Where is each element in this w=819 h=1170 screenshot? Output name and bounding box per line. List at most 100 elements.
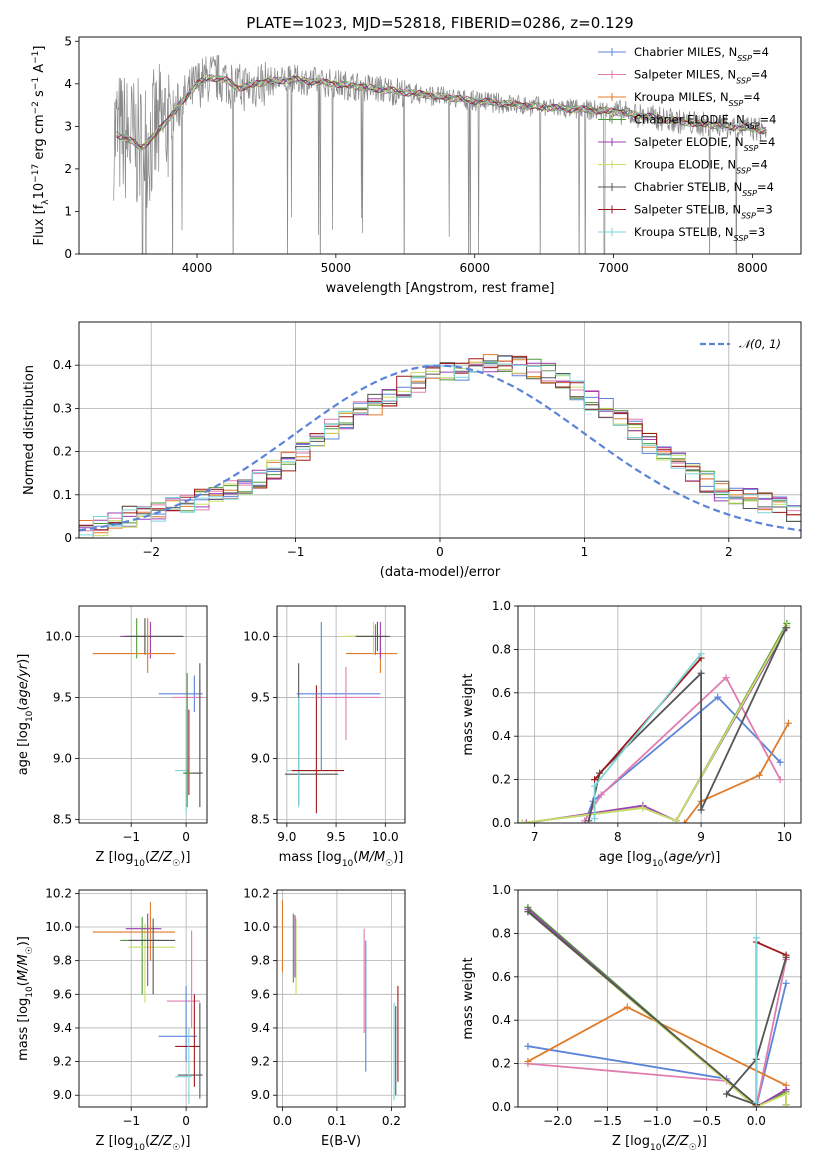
mass-vs-ebv-xtick-label: 0.0 bbox=[273, 1114, 292, 1128]
weight-marker bbox=[591, 776, 599, 784]
mass-vs-Z-point bbox=[158, 985, 198, 1062]
spectrum-xtick-label: 4000 bbox=[182, 261, 213, 275]
spectrum-frame bbox=[78, 36, 802, 255]
weight-marker bbox=[723, 1090, 731, 1098]
age-vs-Z-ytick-label: 8.5 bbox=[53, 812, 72, 826]
age-vs-Z-xtick-label: −1 bbox=[122, 830, 140, 844]
mass-vs-Z-plot-area bbox=[79, 890, 207, 1107]
age-vs-mass-ytick-label: 9.5 bbox=[251, 690, 270, 704]
weight-vs-Z-axes: −2.0 −1.5 −1.0 −0.5 0.0 0.0 0.2 0.4 0.6 0.8 1.0 bbox=[492, 883, 801, 1128]
spectrum-ytick-label: 5 bbox=[64, 34, 72, 48]
mass-vs-Z-axes: −1 0 9.0 9.2 9.4 9.6 9.8 10.0 10.2 bbox=[45, 886, 207, 1128]
mass-vs-ebv-ytick-label: 9.6 bbox=[251, 987, 270, 1001]
residuals-frame bbox=[78, 321, 802, 539]
age-vs-mass-xtick-label: 10.0 bbox=[372, 830, 399, 844]
weight-vs-Z-xtick-label: −1.0 bbox=[642, 1114, 671, 1128]
chart-title: PLATE=1023, MJD=52818, FIBERID=0286, z=0… bbox=[246, 14, 633, 32]
age-vs-mass-ytick-label: 9.0 bbox=[251, 751, 270, 765]
weight-marker bbox=[518, 819, 526, 823]
spectrum-ytick-label: 1 bbox=[64, 204, 72, 218]
residuals-ylabel: Normed distribution bbox=[22, 365, 37, 495]
mass-vs-ebv-plot-area bbox=[277, 890, 405, 1107]
weight-marker bbox=[752, 934, 760, 942]
legend-entry: Salpeter ELODIE, NSSP=4 bbox=[634, 135, 775, 153]
weight-vs-Z-ytick-label: 0.4 bbox=[492, 1013, 511, 1027]
weight-marker bbox=[680, 819, 688, 823]
weight-marker bbox=[672, 817, 680, 823]
residuals-axes: −2 −1 0 1 2 0 0.1 0.2 0.3 0.4 bbox=[53, 322, 801, 559]
age-vs-Z-point bbox=[158, 675, 203, 713]
spectrum-model-salpeter-stelib bbox=[116, 75, 767, 149]
weight-marker bbox=[782, 951, 790, 959]
weight-line-kroupa-miles bbox=[683, 722, 790, 823]
weight-marker bbox=[714, 693, 722, 701]
mass-vs-ebv-ytick-label: 9.8 bbox=[251, 954, 270, 968]
weight-vs-age-ytick-label: 0.6 bbox=[492, 686, 511, 700]
mass-vs-ebv-ytick-label: 9.4 bbox=[251, 1021, 270, 1035]
age-vs-mass-point bbox=[296, 621, 381, 771]
mass-vs-ebv-ytick-label: 10.2 bbox=[243, 886, 270, 900]
weight-marker bbox=[697, 669, 705, 677]
age-vs-Z-xlabel: Z [log10(Z/Z☉)] bbox=[96, 850, 191, 869]
weight-vs-age-ylabel: mass weight bbox=[461, 673, 476, 755]
legend-entry: Kroupa ELODIE, NSSP=4 bbox=[634, 158, 768, 176]
mass-vs-Z-point bbox=[92, 901, 176, 961]
weight-vs-Z-xtick-label: −2.0 bbox=[543, 1114, 572, 1128]
residuals-xtick-label: −1 bbox=[287, 545, 305, 559]
spectrum-model-kroupa-stelib bbox=[116, 75, 767, 152]
residuals-xlabel: (data-model)/error bbox=[380, 565, 501, 580]
weight-marker bbox=[639, 804, 647, 812]
mass-vs-Z-ytick-label: 9.6 bbox=[53, 987, 72, 1001]
normal-distribution-curve bbox=[79, 364, 801, 532]
weight-vs-Z-ytick-label: 0.2 bbox=[492, 1057, 511, 1071]
mass-vs-Z-point bbox=[177, 1002, 203, 1099]
weight-marker bbox=[755, 771, 763, 779]
age-vs-mass-xlabel: mass [log10(M/M☉)] bbox=[279, 850, 404, 869]
weight-marker bbox=[782, 979, 790, 987]
weight-marker bbox=[597, 791, 605, 799]
weight-vs-Z-ylabel: mass weight bbox=[461, 957, 476, 1039]
weight-vs-age-series bbox=[518, 619, 793, 823]
residuals-ytick-label: 0 bbox=[64, 531, 72, 545]
weight-marker bbox=[782, 1090, 790, 1098]
weight-vs-age-ytick-label: 0.4 bbox=[492, 729, 511, 743]
weight-vs-Z-frame bbox=[517, 889, 802, 1108]
age-vs-mass-xtick-label: 9.5 bbox=[327, 830, 346, 844]
mass-vs-Z-xtick-label: 0 bbox=[182, 1114, 190, 1128]
mass-vs-ebv-frame bbox=[276, 889, 406, 1108]
age-vs-mass-plot-area bbox=[277, 606, 405, 823]
mass-vs-Z-point bbox=[125, 913, 162, 986]
weight-marker bbox=[782, 624, 790, 632]
residuals-xtick-label: 2 bbox=[725, 545, 733, 559]
age-vs-Z-point bbox=[183, 673, 193, 808]
age-vs-Z-point bbox=[125, 618, 184, 655]
mass-vs-Z-point bbox=[175, 1027, 192, 1104]
mass-vs-Z-point bbox=[128, 923, 176, 1003]
weight-vs-Z-xtick-label: −1.5 bbox=[593, 1114, 622, 1128]
weight-vs-Z-xlabel: Z [log10(Z/Z☉)] bbox=[612, 1134, 707, 1153]
weight-vs-age-ytick-label: 1.0 bbox=[492, 599, 511, 613]
weight-vs-Z-ytick-label: 0.8 bbox=[492, 926, 511, 940]
mass-vs-Z-frame bbox=[78, 889, 208, 1108]
mass-vs-Z-xlabel: Z [log10(Z/Z☉)] bbox=[96, 1134, 191, 1153]
age-vs-Z-ytick-label: 10.0 bbox=[45, 629, 72, 643]
mass-vs-Z-ytick-label: 9.4 bbox=[53, 1021, 72, 1035]
mass-vs-ebv-points bbox=[281, 900, 399, 1101]
weight-vs-age-xtick-label: 9 bbox=[697, 830, 705, 844]
mass-vs-ebv-xtick-label: 0.1 bbox=[327, 1114, 346, 1128]
weight-vs-Z-xtick-label: 0.0 bbox=[747, 1114, 766, 1128]
weight-marker bbox=[591, 815, 599, 823]
legend-entry: Chabrier STELIB, NSSP=4 bbox=[634, 180, 774, 198]
weight-vs-age-ytick-label: 0.8 bbox=[492, 642, 511, 656]
spectrum-ytick-label: 0 bbox=[64, 247, 72, 261]
age-vs-Z-ytick-label: 9.5 bbox=[53, 690, 72, 704]
age-vs-mass-point bbox=[291, 685, 344, 814]
residuals-ytick-label: 0.2 bbox=[53, 445, 72, 459]
legend-entry: Salpeter STELIB, NSSP=3 bbox=[634, 203, 773, 221]
weight-marker bbox=[722, 674, 730, 682]
age-vs-Z-plot-area bbox=[79, 606, 207, 823]
age-vs-mass-point bbox=[316, 666, 381, 741]
mass-vs-ebv-ytick-label: 10.0 bbox=[243, 920, 270, 934]
age-vs-Z-point bbox=[175, 709, 189, 814]
